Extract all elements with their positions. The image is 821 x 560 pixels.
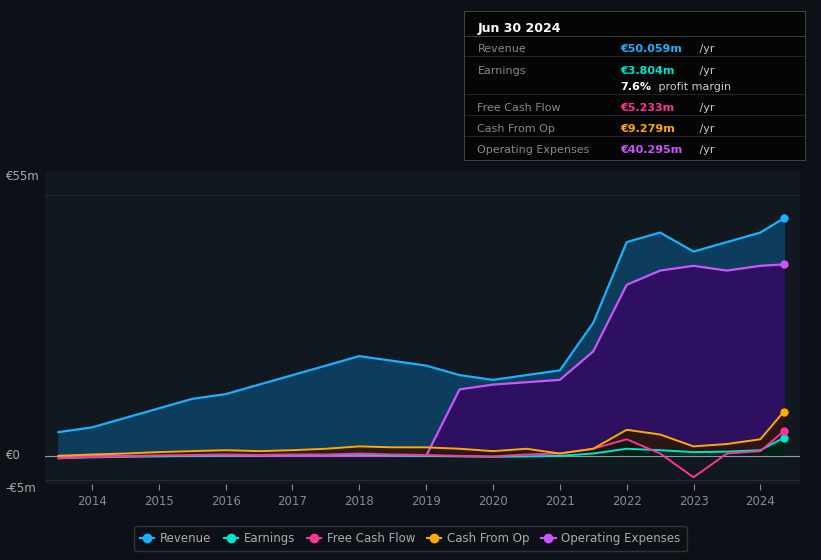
Text: /yr: /yr	[695, 44, 714, 54]
Text: €55m: €55m	[6, 170, 39, 183]
Text: €40.295m: €40.295m	[621, 145, 683, 155]
Text: €50.059m: €50.059m	[621, 44, 682, 54]
Text: 7.6%: 7.6%	[621, 82, 652, 92]
Text: Cash From Op: Cash From Op	[478, 124, 555, 134]
Text: /yr: /yr	[695, 145, 714, 155]
Text: -€5m: -€5m	[6, 483, 36, 496]
Legend: Revenue, Earnings, Free Cash Flow, Cash From Op, Operating Expenses: Revenue, Earnings, Free Cash Flow, Cash …	[135, 526, 686, 551]
Text: €9.279m: €9.279m	[621, 124, 676, 134]
Text: Free Cash Flow: Free Cash Flow	[478, 103, 561, 113]
Text: Operating Expenses: Operating Expenses	[478, 145, 589, 155]
Text: /yr: /yr	[695, 103, 714, 113]
Text: Jun 30 2024: Jun 30 2024	[478, 22, 561, 35]
Text: €5.233m: €5.233m	[621, 103, 675, 113]
Text: /yr: /yr	[695, 66, 714, 76]
Text: €3.804m: €3.804m	[621, 66, 675, 76]
Text: Earnings: Earnings	[478, 66, 526, 76]
Text: Revenue: Revenue	[478, 44, 526, 54]
Text: profit margin: profit margin	[654, 82, 731, 92]
Text: /yr: /yr	[695, 124, 714, 134]
Text: €0: €0	[6, 449, 21, 463]
